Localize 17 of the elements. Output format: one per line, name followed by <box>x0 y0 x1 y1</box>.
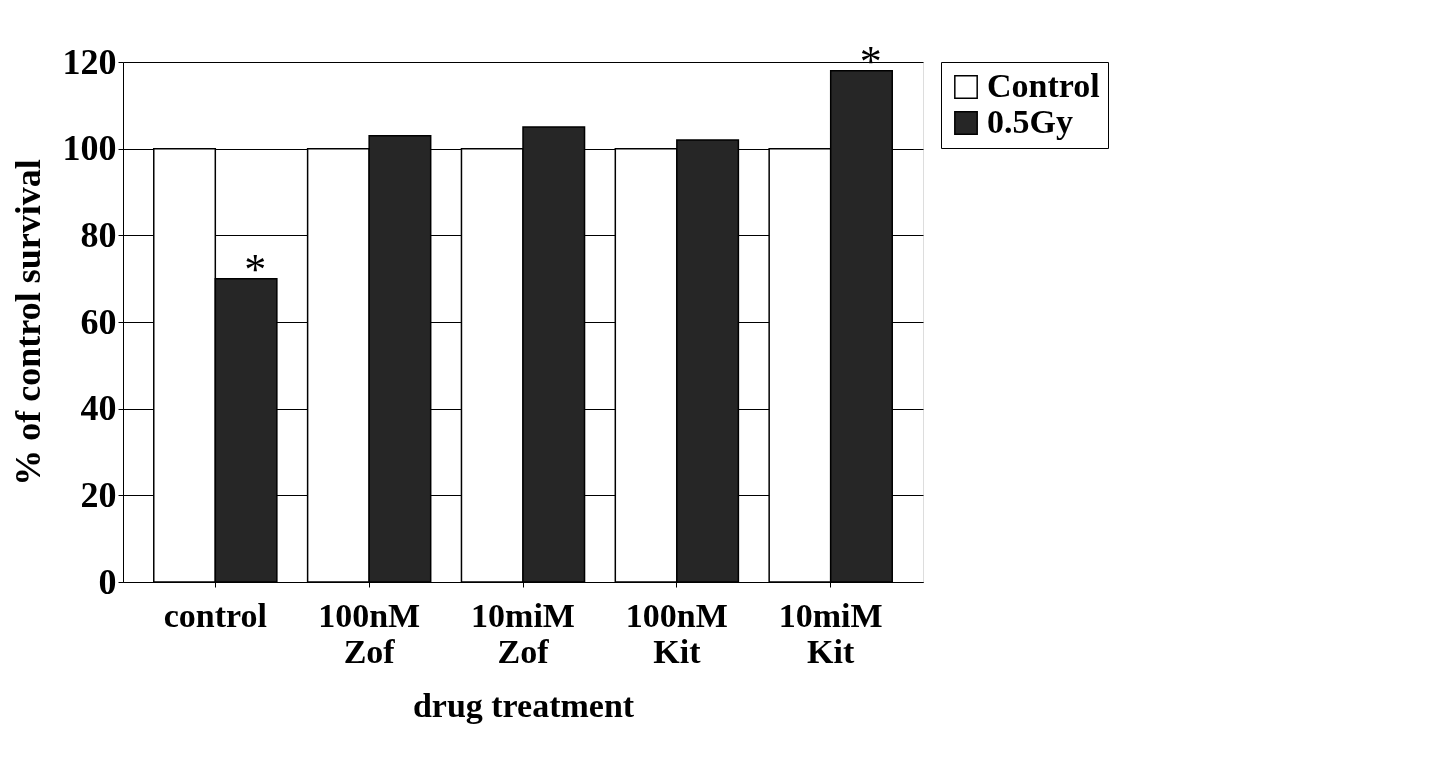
x-tick-label: 10miM Zof <box>471 596 575 670</box>
y-tick-label: 40 <box>80 388 117 429</box>
x-tick-label: 100nM Zof <box>318 596 421 670</box>
annotation: * <box>244 244 267 294</box>
x-tick-label: 100nM Kit <box>625 596 728 670</box>
y-axis-title: % of control survival <box>7 159 48 486</box>
y-tick-label: 80 <box>80 214 117 255</box>
y-tick-label: 0 <box>98 561 117 602</box>
legend-label: Control <box>987 67 1100 104</box>
x-axis-title: drug treatment <box>412 686 635 724</box>
y-tick-label: 60 <box>80 301 117 342</box>
y-tick-label: 20 <box>80 474 117 515</box>
y-tick-label: 120 <box>62 41 117 82</box>
x-tick-label: control <box>163 596 267 634</box>
y-tick-label: 100 <box>62 128 117 169</box>
x-tick-label: 10miM Kit <box>778 596 883 670</box>
legend-label: 0.5Gy <box>987 103 1073 140</box>
